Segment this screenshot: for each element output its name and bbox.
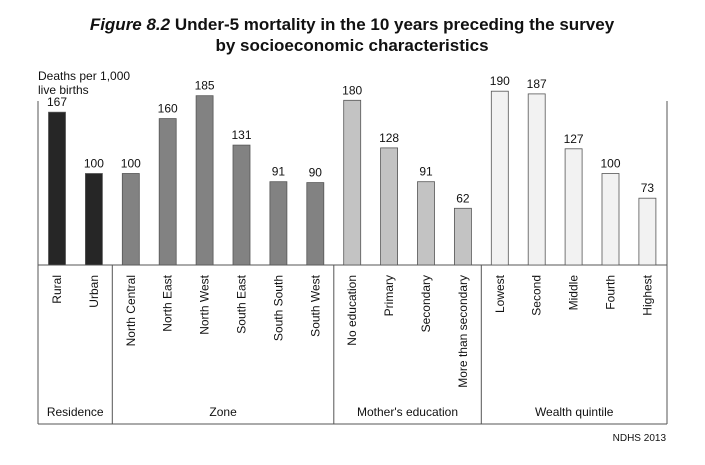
tick-label-primary: Primary — [382, 275, 396, 316]
tick-label-second: Second — [530, 275, 544, 316]
bar-second — [527, 93, 546, 266]
value-label-north-central: 100 — [121, 157, 141, 171]
bar-fourth — [601, 173, 620, 266]
tick-label-fourth: Fourth — [604, 275, 618, 310]
y-axis-label-line-2: live births — [38, 83, 89, 97]
value-label-south-east: 131 — [231, 128, 251, 142]
value-label-no-education: 180 — [342, 83, 362, 97]
group-label-zone: Zone — [209, 405, 237, 419]
group-label-wealth-quintile: Wealth quintile — [535, 405, 614, 419]
bar-primary — [380, 147, 399, 266]
group-label-mother-s-education: Mother's education — [357, 405, 458, 419]
chart-title-line-2: by socioeconomic characteristics — [215, 36, 488, 55]
tick-label-lowest: Lowest — [493, 274, 507, 313]
value-label-lowest: 190 — [490, 74, 510, 88]
tick-label-south-south: South South — [271, 275, 285, 341]
bar-more-than-secondary — [453, 207, 472, 266]
value-label-fourth: 100 — [600, 157, 620, 171]
bar-rural — [48, 111, 66, 266]
bar-north-central — [121, 173, 140, 266]
value-label-secondary: 91 — [419, 165, 433, 179]
value-label-south-south: 91 — [272, 165, 286, 179]
plot-area: 167 Rural 100 Urban Residence 100 North Centra… — [37, 74, 668, 425]
bar-middle — [564, 148, 583, 266]
y-axis-label-line-1: Deaths per 1,000 — [38, 69, 130, 83]
chart-title-line-1: Figure 8.2 Under-5 mortality in the 10 y… — [90, 15, 615, 34]
bar-south-east — [232, 144, 251, 266]
bar-no-education — [343, 99, 362, 266]
value-label-middle: 127 — [564, 132, 584, 146]
chart-title-main: Under-5 mortality in the 10 years preced… — [170, 15, 615, 34]
value-label-highest: 73 — [641, 181, 655, 195]
value-label-urban: 100 — [84, 157, 104, 171]
tick-label-more-than-secondary: More than secondary — [456, 275, 470, 388]
bar-north-east — [158, 118, 177, 266]
value-label-primary: 128 — [379, 131, 399, 145]
value-label-rural: 167 — [47, 95, 67, 109]
tick-label-south-east: South East — [235, 274, 249, 333]
tick-label-middle: Middle — [567, 275, 581, 311]
value-label-south-west: 90 — [309, 166, 323, 180]
tick-label-north-west: North West — [198, 274, 212, 334]
tick-label-secondary: Secondary — [419, 275, 433, 332]
value-label-more-than-secondary: 62 — [456, 191, 470, 205]
tick-label-highest: Highest — [640, 274, 654, 315]
value-label-north-west: 185 — [195, 79, 215, 93]
value-label-north-east: 160 — [158, 102, 178, 116]
bar-secondary — [417, 181, 435, 266]
bar-south-south — [269, 181, 288, 266]
tick-label-rural: Rural — [50, 275, 64, 304]
bar-urban — [85, 173, 103, 266]
bar-south-west — [306, 182, 325, 266]
figure-number: Figure 8.2 — [90, 15, 171, 34]
bar-lowest — [490, 90, 509, 266]
tick-label-north-central: North Central — [124, 275, 138, 346]
tick-label-urban: Urban — [87, 275, 101, 308]
bar-highest — [638, 197, 657, 266]
value-label-second: 187 — [527, 77, 547, 91]
group-label-residence: Residence — [47, 405, 104, 419]
source-note: NDHS 2013 — [613, 433, 667, 444]
bar-north-west — [195, 95, 214, 266]
tick-label-north-east: North East — [161, 274, 175, 331]
tick-label-no-education: No education — [345, 275, 359, 346]
tick-label-south-west: South West — [308, 274, 322, 336]
